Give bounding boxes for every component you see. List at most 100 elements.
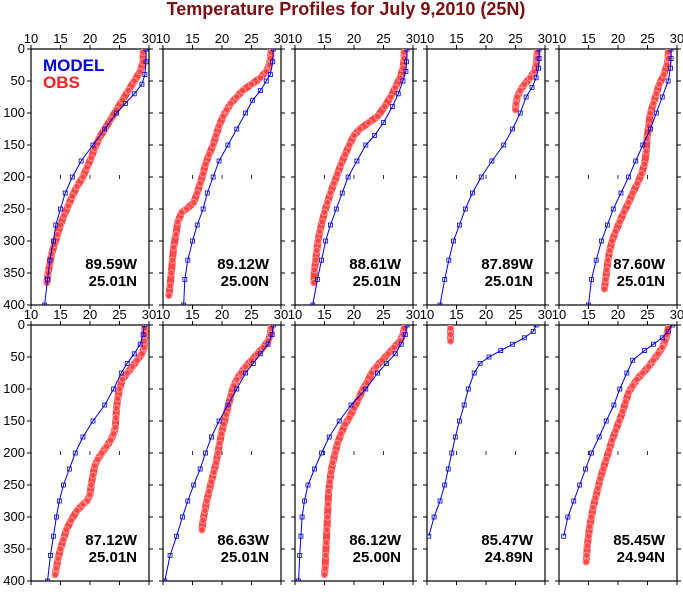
model-point: [446, 257, 452, 263]
model-point: [668, 65, 673, 71]
model-point: [118, 370, 124, 376]
model-point: [471, 370, 477, 376]
panel-lon-label: 87.89W: [481, 256, 534, 273]
obs-point: [637, 170, 646, 178]
obs-point: [365, 118, 373, 127]
model-point: [140, 332, 146, 338]
y-tick-label: 350: [3, 265, 25, 280]
model-point: [339, 190, 345, 196]
model-point: [61, 482, 66, 488]
y-tick-label: 50: [11, 73, 25, 88]
obs-point: [189, 198, 198, 207]
model-point: [445, 466, 451, 472]
model-series-line: [428, 325, 537, 537]
x-tick-label: 30: [538, 307, 552, 322]
obs-point: [616, 218, 624, 226]
obs-point: [516, 86, 524, 95]
model-point: [626, 174, 632, 180]
y-tick-label: 200: [3, 169, 25, 184]
obs-point: [60, 211, 68, 220]
model-point: [354, 158, 360, 164]
model-point: [69, 174, 75, 180]
profile-panels: 10 15 20 25 3005010015020025030035040089.59W…: [3, 31, 683, 588]
y-tick-label: 0: [18, 41, 25, 56]
model-point: [45, 276, 50, 282]
model-point: [589, 276, 594, 282]
y-tick-label: 400: [3, 573, 25, 588]
model-point: [270, 49, 276, 52]
obs-point: [633, 179, 642, 188]
obs-point: [608, 237, 616, 245]
obs-point: [112, 414, 120, 422]
x-tick-label: 10: [552, 307, 566, 322]
obs-series-line: [43, 49, 147, 287]
obs-point: [201, 506, 209, 515]
obs-point: [396, 74, 404, 82]
obs-point: [615, 417, 623, 425]
obs-point: [87, 481, 95, 489]
obs-point: [193, 189, 201, 197]
x-tick-label: 30: [538, 31, 552, 46]
x-tick-label: 10: [156, 31, 170, 46]
model-point: [665, 328, 671, 334]
obs-point: [230, 382, 238, 390]
model-point: [267, 72, 273, 77]
model-point: [565, 514, 571, 520]
model-point: [102, 402, 108, 408]
model-point: [603, 418, 609, 424]
model-point: [56, 498, 62, 504]
obs-point: [167, 269, 175, 277]
model-point: [457, 222, 462, 228]
obs-point: [324, 487, 333, 496]
model-point: [653, 110, 659, 116]
model-point: [305, 482, 311, 488]
obs-point: [620, 208, 628, 216]
obs-point: [166, 282, 174, 290]
panel-lat-label: 25.01N: [617, 273, 665, 290]
model-point: [640, 142, 646, 148]
model-point: [489, 158, 495, 164]
panel-plot-area: [427, 325, 539, 539]
model-point: [200, 206, 206, 212]
y-tick-label: 250: [3, 201, 25, 216]
obs-point: [663, 61, 671, 69]
model-point: [51, 533, 56, 539]
model-point: [167, 553, 173, 558]
obs-point: [106, 115, 115, 124]
obs-point: [333, 170, 342, 178]
model-point: [400, 78, 406, 84]
model-point: [80, 434, 86, 440]
x-tick-label: 10: [288, 31, 302, 46]
panel-lon-label: 89.12W: [217, 256, 270, 273]
obs-point: [652, 90, 661, 98]
obs-point: [446, 337, 455, 345]
obs-point: [207, 478, 216, 486]
model-point: [404, 49, 410, 52]
model-point: [174, 533, 179, 539]
obs-series-line: [310, 49, 408, 287]
model-point: [234, 386, 240, 392]
model-point: [437, 302, 443, 305]
model-point: [190, 238, 195, 244]
obs-point: [327, 468, 335, 476]
obs-point: [123, 369, 131, 377]
model-point: [442, 276, 448, 282]
x-tick-label: 20: [215, 307, 229, 322]
model-point: [577, 482, 583, 488]
panel-plot-area: [165, 49, 276, 305]
obs-point: [355, 394, 363, 403]
model-point: [665, 78, 671, 84]
model-point: [180, 514, 185, 520]
x-tick-label: 15: [53, 31, 67, 46]
model-point: [521, 335, 527, 341]
model-point: [398, 341, 404, 347]
obs-point: [601, 275, 610, 284]
obs-point: [115, 385, 124, 393]
obs-point: [345, 141, 353, 149]
model-point: [123, 101, 128, 106]
x-tick-label: 30: [274, 307, 288, 322]
obs-point: [118, 375, 127, 384]
x-tick-label: 15: [53, 307, 67, 322]
obs-point: [128, 362, 137, 371]
y-tick-label: 100: [3, 105, 25, 120]
